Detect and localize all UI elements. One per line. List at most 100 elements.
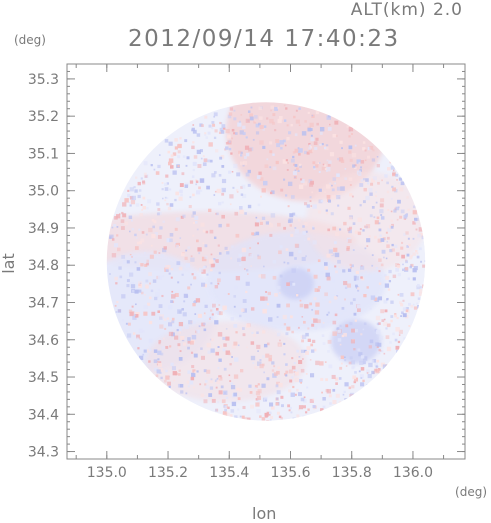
echo-speckle (225, 141, 229, 145)
echo-speckle (138, 281, 143, 286)
echo-speckle (221, 214, 225, 219)
echo-speckle (419, 286, 423, 289)
echo-speckle (218, 376, 223, 381)
echo-speckle (332, 320, 337, 325)
echo-speckle (275, 160, 279, 165)
echo-speckle (353, 348, 356, 351)
echo-speckle (228, 374, 231, 377)
echo-speckle (269, 415, 274, 420)
echo-speckle (357, 289, 360, 292)
y-tick-label: 34.3 (28, 445, 59, 461)
echo-speckle (269, 141, 273, 145)
echo-speckle (262, 180, 268, 186)
echo-speckle (288, 251, 294, 257)
echo-speckle (192, 221, 195, 224)
echo-speckle (304, 304, 309, 309)
echo-speckle (385, 257, 388, 260)
echo-speckle (321, 334, 325, 338)
echo-speckle (142, 205, 147, 210)
echo-speckle (421, 235, 426, 240)
echo-speckle (254, 120, 257, 123)
echo-speckle (164, 187, 169, 191)
echo-speckle (162, 337, 165, 340)
y-axis-unit: (deg) (14, 33, 46, 47)
echo-speckle (386, 240, 389, 243)
echo-speckle (300, 349, 305, 353)
echo-speckle (140, 291, 144, 295)
echo-speckle (167, 206, 172, 211)
echo-speckle (305, 373, 308, 375)
echo-speckle (371, 370, 375, 375)
echo-speckle (259, 221, 263, 225)
echo-speckle (289, 379, 293, 383)
echo-speckle (171, 317, 175, 321)
echo-speckle (277, 222, 281, 227)
echo-speckle (386, 236, 390, 240)
echo-speckle (392, 171, 396, 176)
echo-speckle (258, 106, 262, 110)
echo-speckle (260, 304, 263, 307)
echo-speckle (155, 171, 160, 175)
echo-speckle (208, 393, 213, 397)
echo-speckle (282, 159, 288, 164)
echo-speckle (181, 308, 184, 311)
echo-speckle (263, 296, 268, 301)
echo-speckle (362, 379, 365, 383)
echo-speckle (359, 204, 362, 207)
echo-speckle (178, 373, 181, 376)
echo-speckle (344, 177, 348, 181)
echo-speckle (325, 209, 328, 212)
echo-speckle (148, 320, 153, 325)
echo-speckle (293, 362, 296, 365)
echo-speckle (148, 338, 153, 343)
echo-speckle (191, 129, 194, 132)
echo-speckle (239, 130, 244, 135)
echo-speckle (276, 303, 281, 308)
echo-speckle (153, 349, 158, 353)
echo-speckle (422, 264, 426, 268)
echo-speckle (247, 110, 251, 113)
echo-speckle (209, 229, 214, 234)
echo-speckle (224, 405, 227, 408)
echo-speckle (369, 192, 373, 196)
echo-speckle (174, 335, 179, 340)
echo-speckle (192, 369, 196, 373)
echo-speckle (323, 146, 327, 150)
echo-speckle (131, 195, 136, 201)
echo-speckle (203, 328, 207, 332)
echo-speckle (376, 345, 379, 348)
echo-speckle (137, 347, 140, 350)
y-tick-label: 35.3 (28, 72, 59, 88)
echo-speckle (311, 373, 314, 376)
echo-speckle (351, 133, 353, 135)
echo-speckle (256, 344, 261, 349)
echo-speckle (256, 408, 261, 414)
echo-speckle (236, 172, 241, 177)
echo-speckle (356, 308, 361, 312)
echo-speckle (356, 304, 361, 309)
echo-speckle (340, 312, 343, 315)
echo-speckle (331, 188, 335, 192)
echo-speckle (121, 254, 126, 259)
echo-speckle (387, 209, 390, 211)
echo-speckle (217, 332, 223, 337)
echo-speckle (166, 182, 169, 185)
echo-speckle (145, 233, 148, 236)
echo-speckle (288, 131, 292, 135)
echo-speckle (400, 209, 405, 214)
echo-speckle (394, 314, 398, 318)
echo-speckle (346, 283, 352, 288)
echo-speckle (121, 319, 124, 322)
echo-speckle (151, 244, 153, 247)
echo-speckle (289, 406, 292, 410)
echo-speckle (331, 195, 336, 200)
echo-speckle (402, 307, 407, 311)
echo-speckle (307, 408, 310, 411)
echo-speckle (341, 334, 345, 338)
echo-speckle (111, 253, 117, 258)
echo-speckle (294, 377, 299, 383)
echo-speckle (301, 256, 306, 261)
echo-speckle (318, 188, 322, 192)
echo-speckle (170, 268, 174, 271)
echo-speckle (177, 155, 181, 159)
